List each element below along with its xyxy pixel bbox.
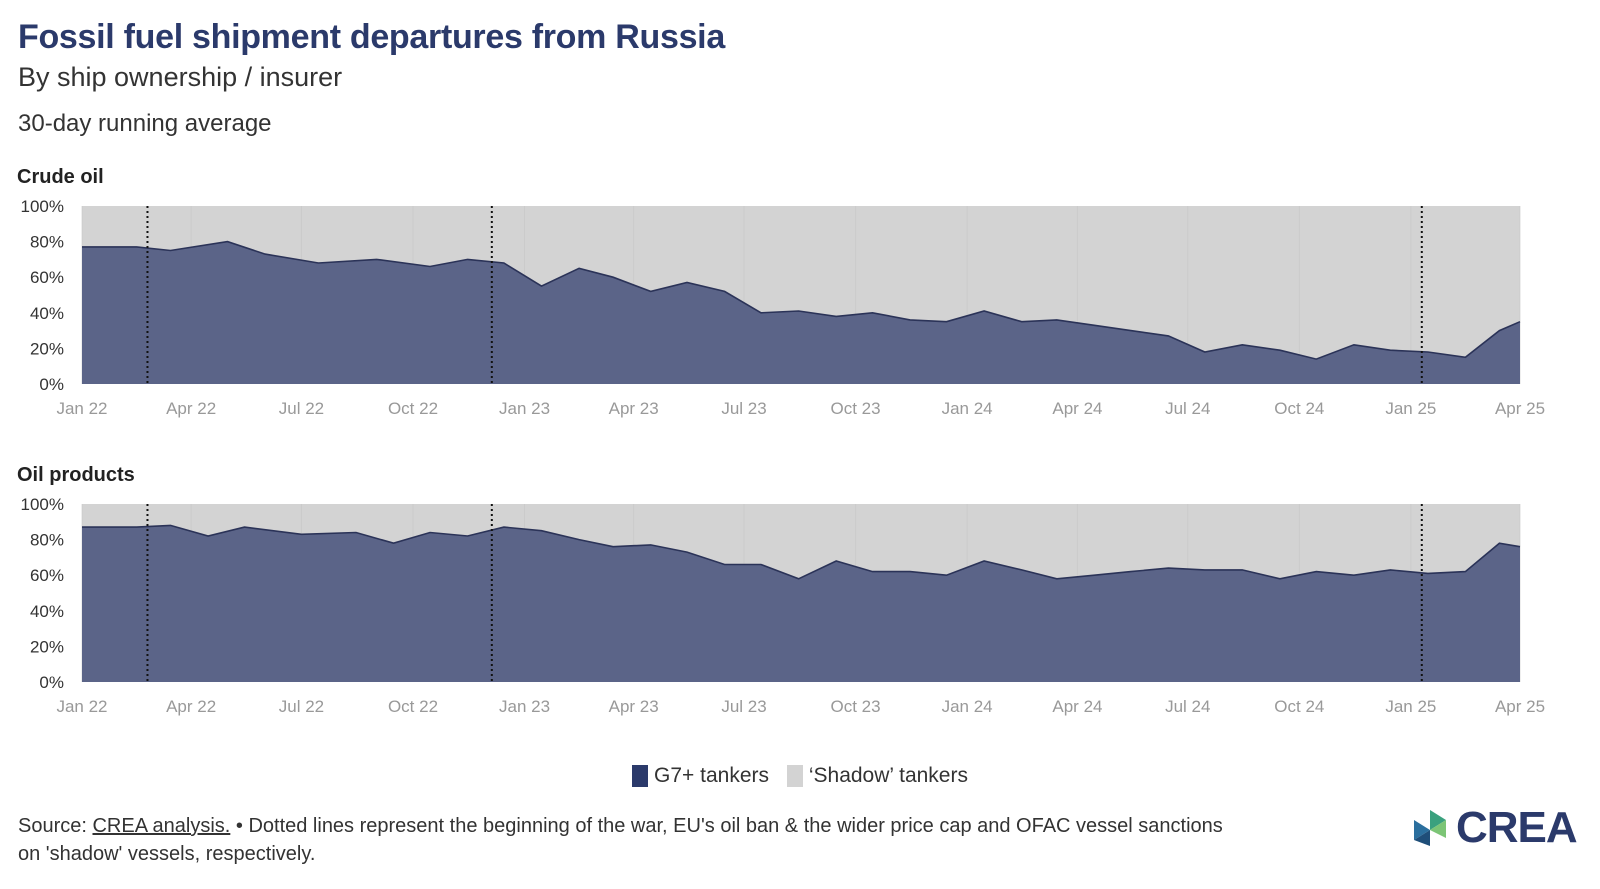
- x-tick-label: Jan 22: [56, 399, 107, 418]
- x-tick-label: Apr 22: [166, 399, 216, 418]
- x-tick-label: Oct 23: [831, 399, 881, 418]
- x-tick-label: Apr 24: [1052, 399, 1102, 418]
- x-tick-label: Jan 25: [1385, 399, 1436, 418]
- crea-logo-text: CREA: [1456, 803, 1578, 852]
- x-tick-label: Jul 22: [279, 399, 324, 418]
- source-link[interactable]: CREA analysis.: [92, 815, 231, 837]
- legend-item-g7: G7+ tankers: [632, 764, 769, 788]
- x-tick-label: Jul 22: [279, 697, 324, 716]
- x-tick-label: Apr 22: [166, 697, 216, 716]
- y-tick-label: 20%: [30, 637, 64, 656]
- x-tick-label: Jul 23: [721, 697, 766, 716]
- x-tick-label: Jan 22: [56, 697, 107, 716]
- oil-products-chart: 0% 20% 40% 60% 80% 100% Jan 22 Apr 22 Jul 22 Oct …: [21, 495, 1546, 716]
- y-tick-label: 20%: [30, 339, 64, 358]
- legend-label-g7: G7+ tankers: [654, 764, 769, 787]
- y-tick-label: 40%: [30, 304, 64, 323]
- crea-logo: CREA: [1410, 800, 1590, 856]
- x-tick-label: Jul 24: [1165, 399, 1210, 418]
- series-line-g7: [82, 240, 1521, 360]
- crude-oil-chart: 0% 20% 40% 60% 80% 100% Jan 22 Apr 22 Jul 22 Oct …: [21, 197, 1546, 418]
- x-tick-label: Oct 24: [1274, 399, 1324, 418]
- chart-note: 30-day running average: [18, 110, 272, 137]
- y-tick-label: 0%: [39, 375, 64, 394]
- y-tick-label: 0%: [39, 673, 64, 692]
- series-area-g7: [82, 525, 1520, 682]
- footer-text: • Dotted lines represent the beginning o…: [18, 815, 1223, 865]
- y-tick-label: 80%: [30, 233, 64, 252]
- x-tick-label: Jul 24: [1165, 697, 1210, 716]
- y-tick-label: 40%: [30, 602, 64, 621]
- source-prefix: Source:: [18, 815, 93, 837]
- series-area-g7: [82, 241, 1520, 384]
- x-tick-label: Apr 24: [1052, 697, 1102, 716]
- panel-title-oil-products: Oil products: [17, 464, 135, 486]
- y-tick-label: 100%: [21, 495, 64, 514]
- x-tick-label: Jan 24: [942, 697, 993, 716]
- y-tick-label: 80%: [30, 531, 64, 550]
- y-tick-label: 60%: [30, 566, 64, 585]
- legend-swatch-g7: [632, 765, 649, 787]
- x-tick-label: Apr 23: [609, 697, 659, 716]
- chart-subtitle: By ship ownership / insurer: [18, 62, 343, 92]
- legend-label-shadow: ‘Shadow’ tankers: [808, 764, 968, 787]
- chart-title: Fossil fuel shipment departures from Rus…: [18, 18, 725, 56]
- series-line-g7: [82, 524, 1521, 580]
- x-tick-label: Apr 25: [1495, 399, 1545, 418]
- legend-swatch-shadow: [786, 765, 803, 787]
- legend: G7+ tankers ‘Shadow’ tankers: [0, 764, 1600, 793]
- x-tick-label: Apr 23: [609, 399, 659, 418]
- y-tick-label: 100%: [21, 197, 64, 216]
- x-tick-label: Jan 23: [499, 697, 550, 716]
- footer-note: Source: CREA analysis. • Dotted lines re…: [18, 812, 1248, 868]
- y-tick-label: 60%: [30, 268, 64, 287]
- x-tick-label: Jan 25: [1385, 697, 1436, 716]
- x-tick-label: Jan 24: [942, 399, 993, 418]
- x-tick-label: Oct 22: [388, 697, 438, 716]
- x-tick-label: Oct 24: [1274, 697, 1324, 716]
- x-tick-label: Jan 23: [499, 399, 550, 418]
- legend-item-shadow: ‘Shadow’ tankers: [786, 764, 968, 788]
- x-tick-label: Oct 22: [388, 399, 438, 418]
- x-tick-label: Apr 25: [1495, 697, 1545, 716]
- x-tick-label: Jul 23: [721, 399, 766, 418]
- panel-title-crude-oil: Crude oil: [17, 166, 104, 188]
- crea-logo-icon: [1414, 810, 1446, 846]
- x-tick-label: Oct 23: [831, 697, 881, 716]
